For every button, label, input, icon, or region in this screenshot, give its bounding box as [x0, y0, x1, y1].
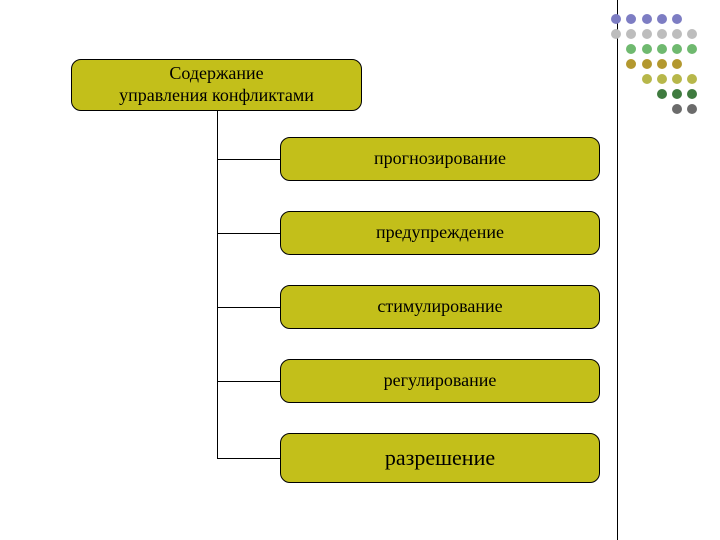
branch-horizontal — [217, 381, 280, 382]
branch-horizontal — [217, 159, 280, 160]
decor-dot — [626, 29, 636, 39]
decor-dot — [626, 14, 636, 24]
decor-dot — [687, 89, 697, 99]
decor-dot — [657, 59, 667, 69]
child-node: стимулирование — [280, 285, 600, 329]
decor-dot — [672, 74, 682, 84]
child-label: разрешение — [385, 445, 495, 471]
decor-dot — [672, 29, 682, 39]
decor-dot — [642, 14, 652, 24]
root-label: Содержание управления конфликтами — [119, 63, 314, 106]
decor-dot — [687, 29, 697, 39]
root-node: Содержание управления конфликтами — [71, 59, 362, 111]
branch-horizontal — [217, 307, 280, 308]
decor-dot — [611, 14, 621, 24]
decor-dot — [672, 14, 682, 24]
decor-dot — [657, 14, 667, 24]
child-label: прогнозирование — [374, 148, 506, 170]
child-label: предупреждение — [376, 222, 504, 244]
branch-horizontal — [217, 458, 280, 459]
child-label: стимулирование — [377, 296, 502, 318]
decor-vline — [617, 0, 618, 540]
child-node: прогнозирование — [280, 137, 600, 181]
decor-dot — [687, 44, 697, 54]
decor-dot — [642, 29, 652, 39]
decor-dot — [657, 89, 667, 99]
child-node: разрешение — [280, 433, 600, 483]
decor-dot — [657, 74, 667, 84]
child-node: предупреждение — [280, 211, 600, 255]
decor-dot — [626, 44, 636, 54]
decor-dot — [626, 59, 636, 69]
stem-vertical — [217, 111, 218, 458]
decor-dot — [672, 89, 682, 99]
decor-dot — [687, 104, 697, 114]
decor-dot — [687, 74, 697, 84]
branch-horizontal — [217, 233, 280, 234]
decor-dot — [657, 29, 667, 39]
decor-dot — [657, 44, 667, 54]
child-node: регулирование — [280, 359, 600, 403]
decor-dot — [611, 29, 621, 39]
child-label: регулирование — [384, 370, 497, 392]
decor-dot — [642, 59, 652, 69]
decor-dot — [642, 74, 652, 84]
decor-dot — [672, 104, 682, 114]
decor-dot — [642, 44, 652, 54]
decor-dot — [672, 44, 682, 54]
decor-dot — [672, 59, 682, 69]
